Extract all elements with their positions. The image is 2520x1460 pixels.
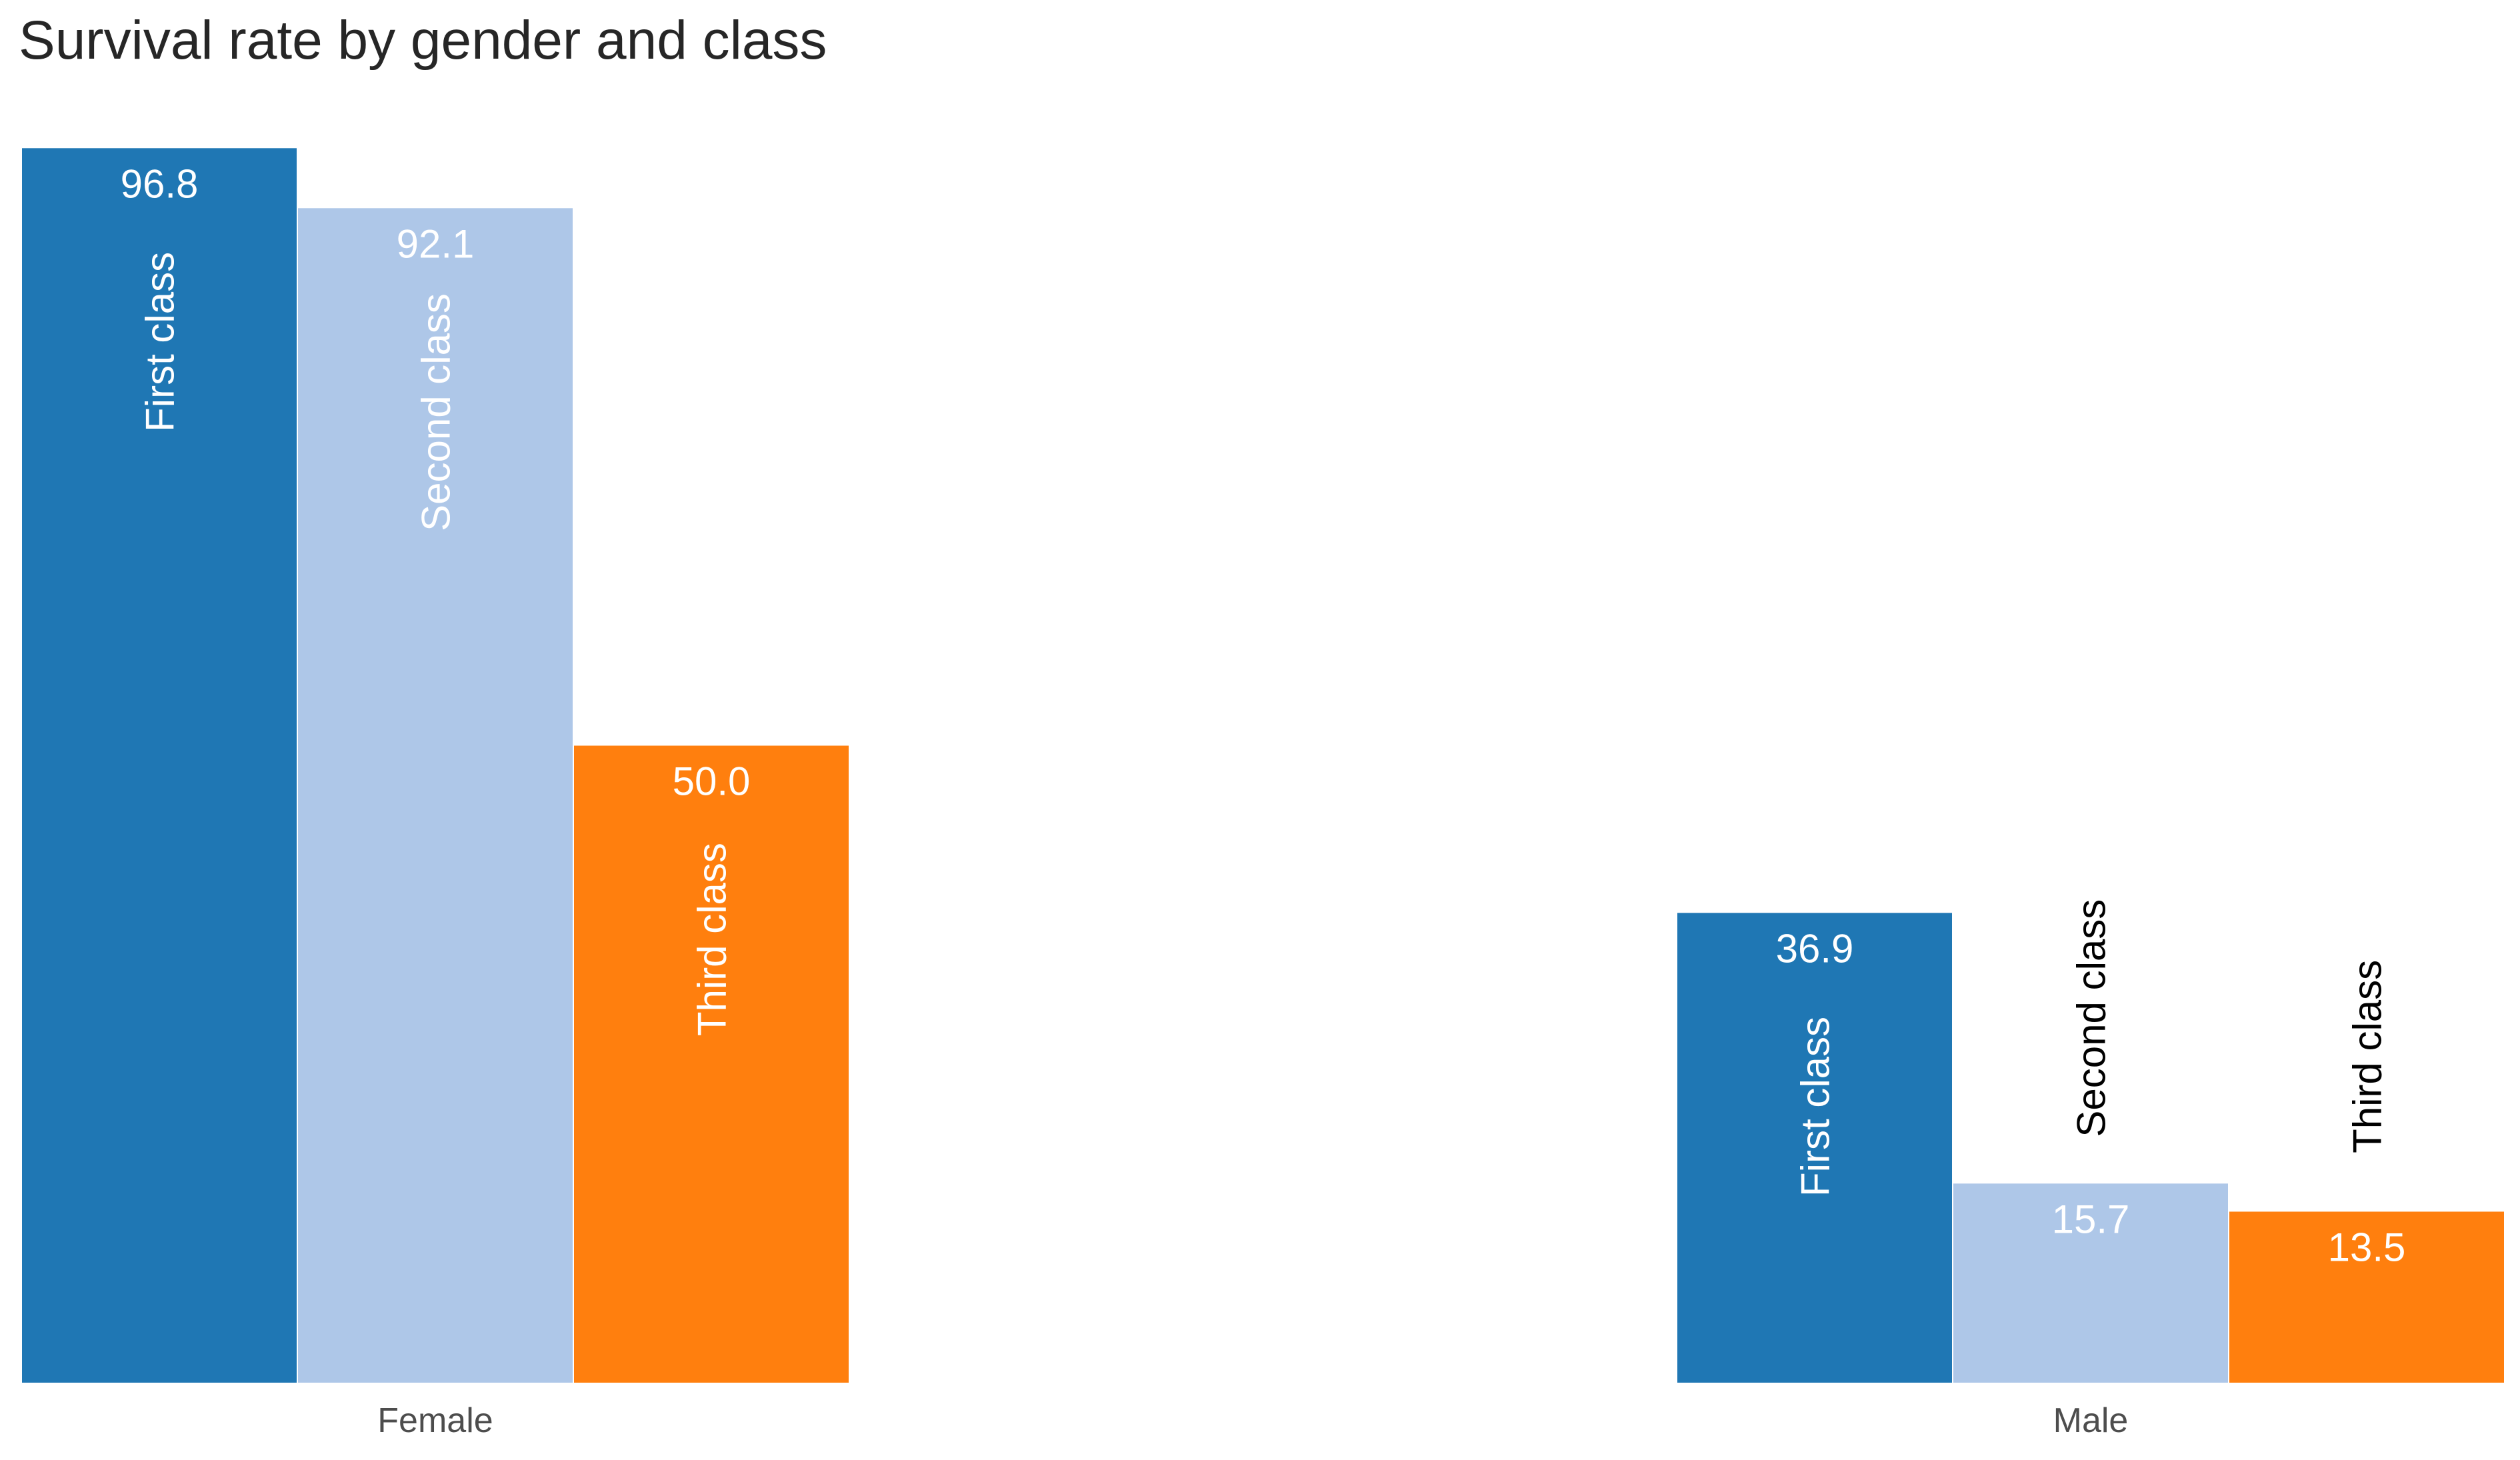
bar-female-first-class — [21, 147, 298, 1384]
series-label-male-second-class: Second class — [2069, 899, 2114, 1137]
chart-title: Survival rate by gender and class — [19, 10, 827, 71]
series-label-female-third-class: Third class — [690, 843, 735, 1036]
series-label-female-second-class: Second class — [414, 293, 459, 531]
bar-male-second-class — [1952, 1182, 2229, 1384]
bar-female-third-class — [573, 744, 850, 1384]
value-label-female-third-class: 50.0 — [673, 759, 751, 804]
bar-female-second-class — [297, 207, 574, 1384]
value-label-male-third-class: 13.5 — [2328, 1225, 2406, 1269]
series-label-male-third-class: Third class — [2345, 960, 2390, 1153]
x-tick-label-male: Male — [2053, 1401, 2129, 1440]
series-label-female-first-class: First class — [138, 252, 183, 432]
series-label-male-first-class: First class — [1793, 1017, 1838, 1197]
bar-male-third-class — [2228, 1210, 2505, 1384]
x-axis-tick-labels: Female Male — [377, 1401, 2128, 1440]
value-label-male-second-class: 15.7 — [2052, 1197, 2130, 1241]
bars-layer — [21, 147, 2505, 1384]
x-tick-label-female: Female — [377, 1401, 493, 1440]
value-labels-layer: 96.8 92.1 50.0 36.9 15.7 13.5 — [121, 161, 2406, 1269]
value-label-male-first-class: 36.9 — [1776, 926, 1854, 971]
value-label-female-second-class: 92.1 — [397, 221, 475, 266]
series-labels-layer: First class Second class Third class First … — [138, 252, 2390, 1197]
bar-male-first-class — [1676, 911, 1953, 1384]
value-label-female-first-class: 96.8 — [121, 161, 199, 206]
